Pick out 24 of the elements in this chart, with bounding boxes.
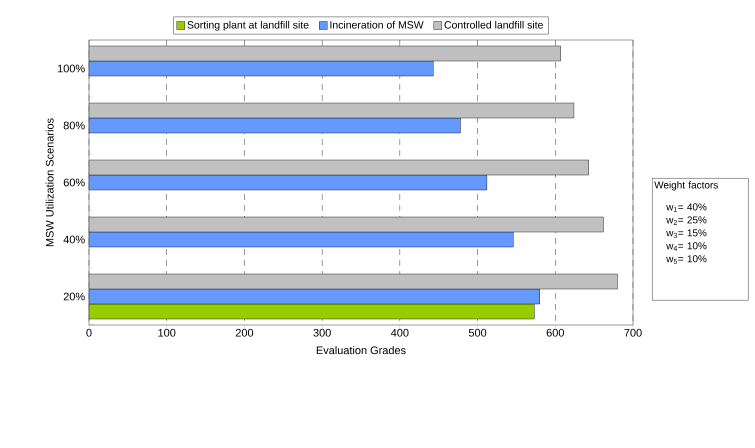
y-axis-title: MSW Utilization Scenarios (46, 118, 54, 246)
text: w$_{2}$= 25% (666, 216, 707, 225)
x-tick-label: 400 (390, 328, 409, 337)
x-tick-label: 300 (313, 328, 331, 337)
x-tick-label: 100 (158, 328, 176, 337)
legend-label: Sorting plant at landfill site (187, 20, 309, 31)
x-tick-label: 600 (546, 328, 564, 337)
text: w$_{3}$= 15% (666, 229, 707, 238)
y-tick-label: 80% (64, 122, 85, 130)
text: w$_{5}$= 10% (666, 255, 707, 264)
text: w$_{4}$= 10% (666, 242, 707, 251)
legend-label: Controlled landfill site (444, 20, 543, 29)
x-tick-label: 500 (468, 328, 486, 337)
text: Weight factors (654, 181, 718, 190)
x-tick-label: 0 (86, 328, 92, 337)
x-tick-label: 200 (236, 328, 254, 337)
x-tick-label: 700 (624, 328, 642, 337)
x-axis-title: Evaluation Grades (316, 346, 406, 354)
y-tick-label: 100% (58, 64, 85, 72)
text: w$_{1}$= 40% (666, 203, 707, 212)
y-tick-label: 20% (64, 292, 85, 300)
y-tick-label: 40% (63, 236, 85, 244)
y-tick-label: 60% (64, 178, 85, 186)
legend-label: Incineration of MSW (330, 20, 424, 29)
